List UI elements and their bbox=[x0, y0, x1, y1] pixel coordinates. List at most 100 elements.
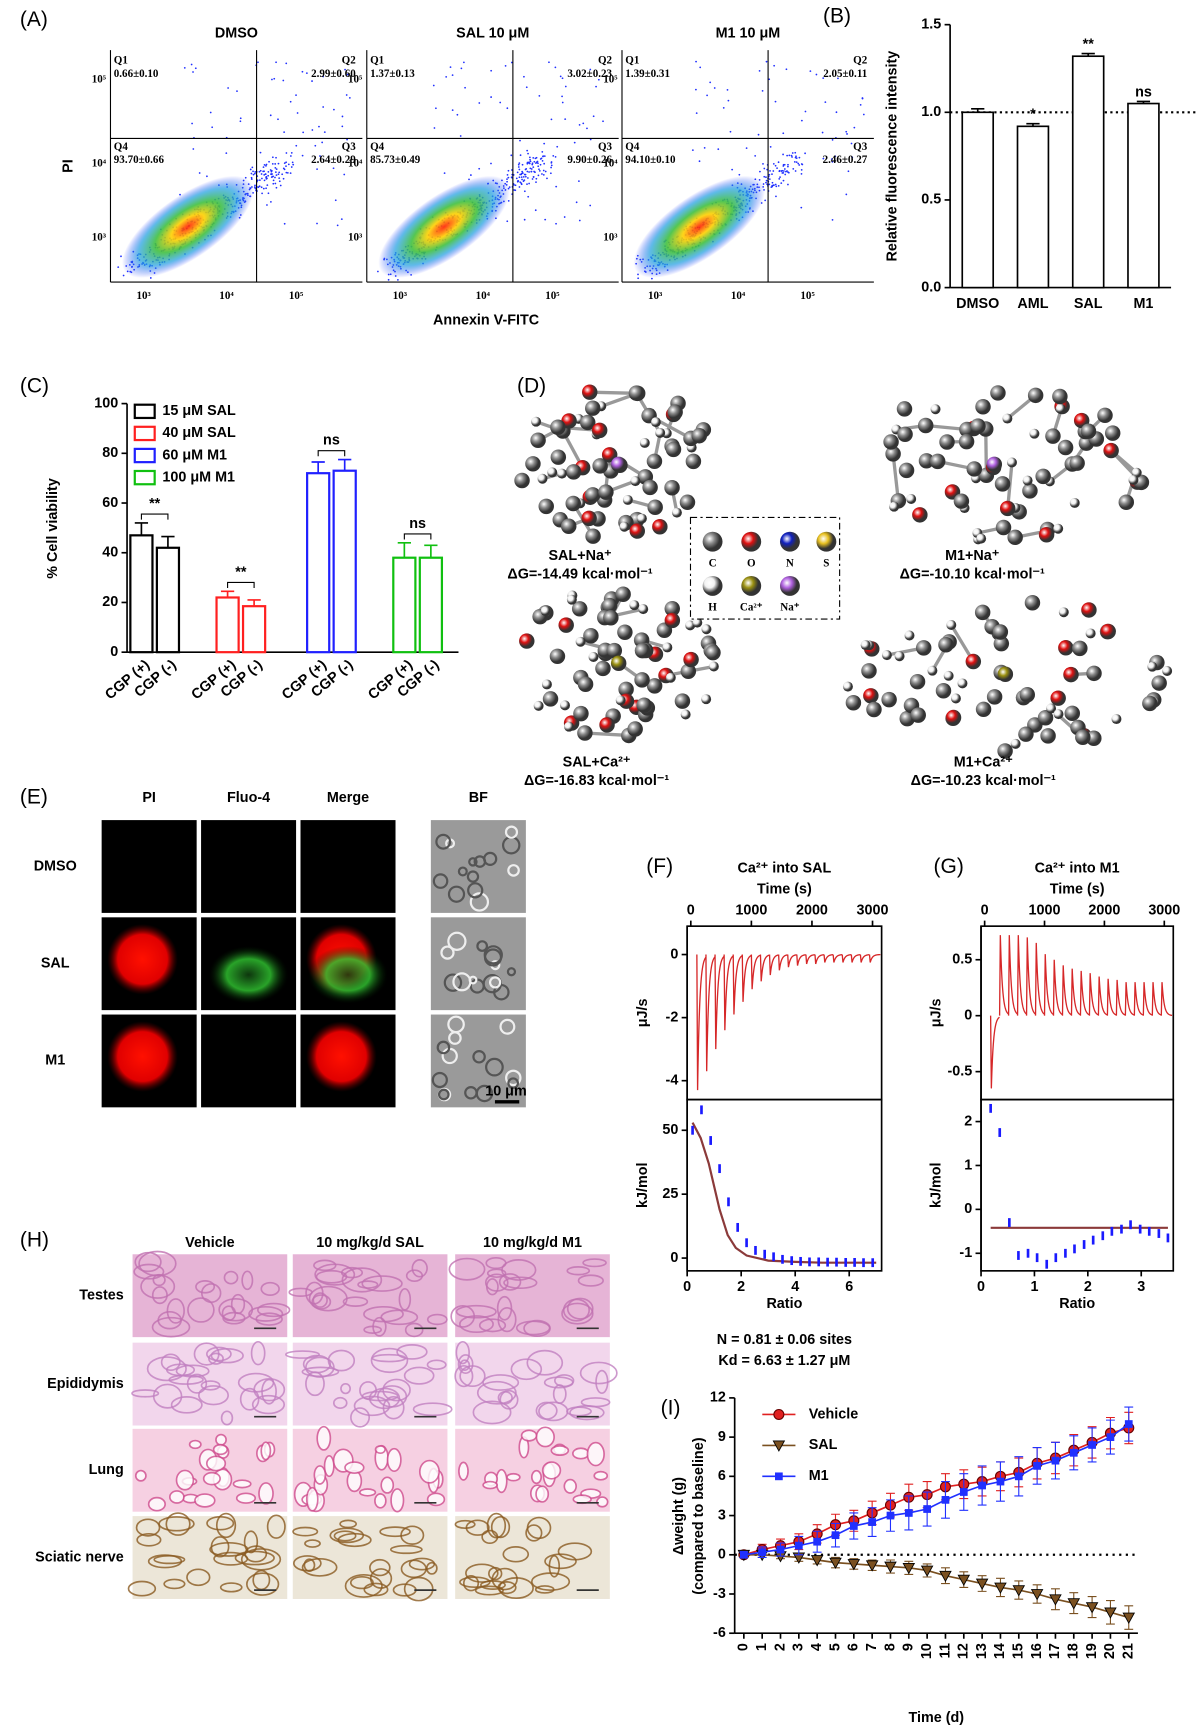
atom bbox=[1058, 640, 1074, 656]
event-dot bbox=[831, 138, 834, 141]
atom bbox=[842, 681, 853, 692]
atom bbox=[634, 642, 651, 659]
event-dot bbox=[537, 174, 540, 177]
event-dot bbox=[344, 68, 346, 71]
chart-title: Ca²⁺ into M1 bbox=[1035, 861, 1120, 877]
event-dot bbox=[764, 199, 767, 202]
atom bbox=[708, 661, 719, 672]
event-dot bbox=[190, 63, 193, 66]
quadrant-name: Q4 bbox=[625, 141, 640, 153]
tissue-texture bbox=[497, 1390, 513, 1405]
data-point bbox=[996, 1477, 1005, 1486]
column-label: Vehicle bbox=[185, 1235, 235, 1251]
event-dot bbox=[555, 185, 558, 188]
tissue-texture bbox=[292, 1526, 319, 1537]
quadrant-value: 1.39±0.31 bbox=[625, 68, 670, 80]
y-axis-label: % Cell viability bbox=[45, 478, 61, 579]
chart-title: Ca²⁺ into SAL bbox=[738, 861, 832, 877]
texture bbox=[507, 864, 520, 877]
tissue-texture bbox=[595, 1369, 609, 1395]
y-axis-label: PI bbox=[60, 159, 76, 173]
tissue-texture bbox=[251, 1394, 286, 1415]
atom bbox=[665, 672, 676, 683]
event-dot bbox=[451, 109, 454, 111]
event-dot bbox=[822, 77, 825, 80]
significance: ns bbox=[409, 516, 426, 532]
series-line bbox=[743, 1427, 1129, 1556]
x-tick-label: 10⁴ bbox=[731, 290, 746, 302]
x-tick-label: 0 bbox=[687, 902, 695, 918]
texture bbox=[436, 1040, 451, 1055]
tissue-texture bbox=[152, 1273, 166, 1287]
event-dot bbox=[271, 78, 273, 81]
data-point bbox=[1129, 1220, 1132, 1230]
atom bbox=[519, 633, 535, 649]
event-dot bbox=[793, 161, 796, 163]
x-tick-label: 10⁵ bbox=[289, 290, 304, 302]
event-dot bbox=[804, 110, 807, 113]
event-dot bbox=[573, 141, 576, 144]
y-tick-label: 3 bbox=[718, 1507, 726, 1523]
y-tick-label: 10⁵ bbox=[348, 73, 363, 85]
texture bbox=[469, 892, 490, 912]
tissue-texture bbox=[579, 1361, 618, 1385]
atom bbox=[946, 620, 957, 631]
event-dot bbox=[768, 78, 771, 81]
event-dot bbox=[433, 127, 436, 129]
event-dot bbox=[822, 157, 825, 160]
thermogram-peak bbox=[723, 954, 734, 1031]
event-dot bbox=[258, 179, 261, 181]
tissue-texture bbox=[481, 1529, 499, 1545]
atom bbox=[662, 642, 673, 653]
tissue-texture bbox=[215, 1512, 237, 1539]
event-dot bbox=[518, 176, 521, 179]
event-dot bbox=[336, 224, 339, 227]
event-dot bbox=[532, 176, 535, 178]
row-label: Lung bbox=[89, 1462, 124, 1478]
tissue-texture bbox=[329, 1527, 365, 1544]
event-dot bbox=[787, 165, 789, 168]
atom bbox=[580, 414, 596, 431]
x-tick-label: 10⁵ bbox=[800, 290, 815, 302]
x-axis-label: Time (s) bbox=[757, 881, 812, 897]
event-dot bbox=[513, 183, 515, 186]
event-dot bbox=[515, 177, 518, 180]
thermogram-peak bbox=[850, 954, 861, 963]
y-tick-label: 10⁵ bbox=[603, 73, 618, 85]
tissue-texture bbox=[133, 1263, 165, 1280]
tissue-texture bbox=[136, 1533, 162, 1547]
event-dot bbox=[257, 186, 260, 189]
y-tick-label: 50 bbox=[662, 1122, 678, 1138]
event-dot bbox=[507, 169, 510, 172]
event-dot bbox=[550, 118, 553, 121]
atom bbox=[533, 700, 544, 711]
x-tick-label: 3 bbox=[791, 1643, 807, 1651]
y-tick-label: 1.5 bbox=[921, 16, 941, 32]
binding-energy: ΔG=-10.23 kcal·mol⁻¹ bbox=[911, 773, 1056, 789]
x-tick-label: 7 bbox=[864, 1643, 880, 1651]
x-tick-label: 10⁵ bbox=[545, 290, 560, 302]
atom bbox=[910, 707, 926, 723]
atom bbox=[665, 441, 682, 458]
event-dot bbox=[211, 126, 214, 129]
atom bbox=[975, 701, 992, 718]
tissue-texture bbox=[496, 1295, 513, 1321]
atom bbox=[906, 494, 917, 504]
atom bbox=[1100, 623, 1116, 640]
atom bbox=[889, 501, 900, 512]
bar bbox=[392, 556, 417, 654]
legend-swatch bbox=[133, 447, 156, 464]
data-point bbox=[1073, 1244, 1076, 1254]
event-dot bbox=[267, 174, 270, 177]
tissue-texture bbox=[557, 1542, 593, 1561]
event-dot bbox=[459, 135, 462, 137]
atom bbox=[883, 434, 899, 450]
tissue-texture bbox=[389, 1544, 423, 1555]
thermogram-peak bbox=[1133, 982, 1144, 1016]
tissue-texture bbox=[260, 1441, 272, 1461]
event-dot bbox=[456, 113, 459, 116]
atom bbox=[1081, 602, 1097, 618]
tissue-texture bbox=[350, 1407, 371, 1428]
data-point bbox=[847, 1559, 861, 1571]
event-dot bbox=[738, 173, 741, 176]
